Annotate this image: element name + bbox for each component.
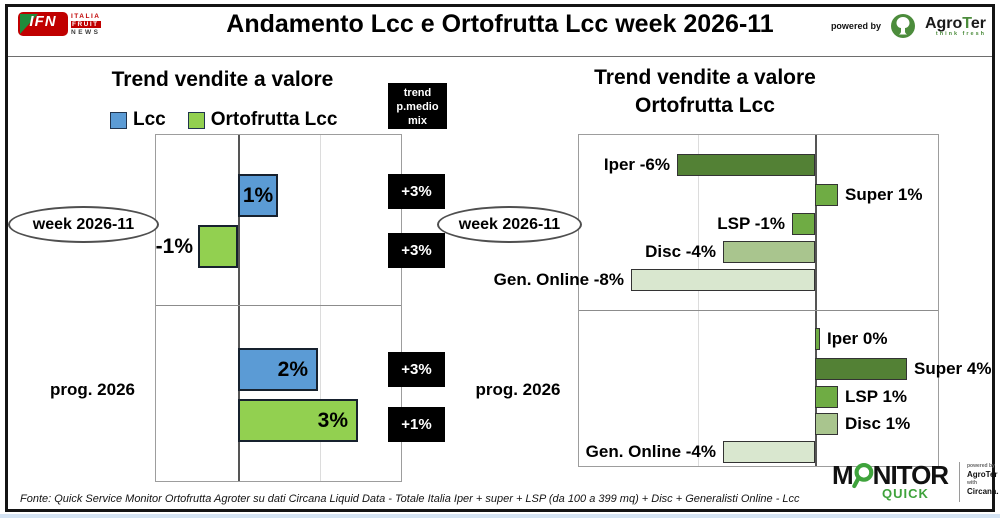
legend-item-lcc: Lcc — [110, 109, 166, 131]
ifn-triangle-icon — [20, 14, 38, 34]
monitor-logo-divider — [959, 462, 960, 502]
trend-box-line2: p.medio — [396, 101, 439, 113]
right-bar-label-super-1-: Super 1% — [845, 185, 923, 204]
trend-pmedio-mix-box: trend p.medio mix — [388, 83, 447, 129]
left-chart-zero-line — [238, 135, 240, 481]
agroter-name-t: T — [962, 14, 971, 32]
right-panel-title-line1: Trend vendite a valore — [594, 66, 816, 89]
monitor-circana: Circana. — [967, 487, 999, 496]
right-bar-label-disc-4-: Disc -4% — [645, 242, 716, 261]
agroter-wordmark: AgroTer — [924, 14, 986, 32]
page-title: Andamento Lcc e Ortofrutta Lcc week 2026… — [226, 10, 774, 38]
chart-legend: Lcc Ortofrutta Lcc — [110, 109, 337, 131]
right-chart-section-divider — [579, 310, 938, 311]
monitor-quick-logo: M NITOR QUICK powered by AgroTer with Ci… — [832, 460, 999, 504]
left-prog-label: prog. 2026 — [49, 380, 136, 399]
trend-box-line3: mix — [408, 115, 427, 127]
left-bar-value-label: -1% — [155, 235, 193, 258]
left-bar-lcc-0 — [238, 174, 278, 217]
right-bar-super-1- — [815, 184, 838, 206]
right-bar-gen-online-8- — [631, 269, 815, 291]
legend-label-ortofrutta-lcc: Ortofrutta Lcc — [210, 109, 338, 130]
right-chart-zero-line — [815, 135, 817, 466]
monitor-letters-nitor: NITOR — [872, 460, 949, 490]
monitor-powered-by: powered by — [967, 463, 995, 469]
left-bar-ortofrutta-lcc-0 — [198, 225, 238, 268]
agroter-tree-icon — [890, 14, 915, 38]
agroter-name-pre: Agro — [924, 14, 963, 32]
left-bar-value-label: 2% — [277, 358, 308, 381]
legend-item-ortofrutta-lcc: Ortofrutta Lcc — [187, 109, 338, 131]
source-note: Fonte: Quick Service Monitor Ortofrutta … — [20, 493, 800, 505]
agroter-name-post: er — [970, 14, 986, 32]
right-chart-plot: Iper -6% Super 1% LSP -1% Disc -4% Gen. Onli… — [494, 134, 991, 467]
left-bar-value-label: 1% — [242, 184, 274, 207]
header-divider — [8, 56, 992, 57]
legend-label-lcc: Lcc — [133, 109, 166, 130]
left-bar-ortofrutta-lcc-1 — [238, 399, 358, 442]
left-bar-lcc-1 — [238, 348, 318, 391]
trend-chip-week-lcc: +3% — [388, 174, 445, 209]
right-week-oval: week 2026-11 — [437, 206, 582, 243]
right-bar-label-lsp-1-: LSP 1% — [845, 387, 908, 406]
trend-box-line1: trend — [403, 87, 432, 99]
right-bar-label-iper-0-: Iper 0% — [827, 329, 888, 348]
ifn-logo-mark: IFN — [18, 12, 68, 36]
right-bar-super-4- — [815, 358, 907, 380]
monitor-agroter: AgroTer — [967, 470, 998, 479]
right-bar-label-super-4-: Super 4% — [914, 359, 992, 378]
right-bar-label-gen-online-4-: Gen. Online -4% — [585, 442, 716, 461]
legend-swatch-lcc — [110, 111, 127, 129]
right-panel-title-line2: Ortofrutta Lcc — [634, 94, 775, 117]
ifn-line-news: NEWS — [71, 28, 101, 36]
monitor-wordmark: M NITOR QUICK — [832, 460, 952, 504]
left-week-oval: week 2026-11 — [8, 206, 159, 243]
left-chart-plot: 1% -1% 2% 3% — [155, 134, 402, 482]
left-panel-title: Trend vendite a valore — [111, 68, 334, 91]
ifn-wordmark: ITALIA FRUIT NEWS — [71, 12, 101, 36]
right-panel-title: Trend vendite a valore Ortofrutta Lcc — [555, 64, 855, 120]
trend-chip-prog-ortofrutta: +1% — [388, 407, 445, 442]
left-chart-gridline — [320, 135, 321, 481]
agroter-logo: powered by AgroTer think fresh — [831, 13, 986, 39]
monitor-letter-m: M — [832, 460, 854, 490]
powered-by-label: powered by — [830, 21, 881, 31]
right-bar-iper-0- — [815, 328, 820, 350]
monitor-credits: powered by AgroTer with Circana. — [967, 460, 999, 496]
right-bar-disc-1- — [815, 413, 838, 435]
left-bar-value-label: 3% — [317, 409, 348, 432]
right-bar-lsp-1- — [815, 386, 838, 408]
ifn-acronym: IFN — [29, 13, 57, 30]
quick-label: QUICK — [882, 486, 929, 501]
right-prog-label: prog. 2026 — [475, 380, 561, 399]
trend-chip-week-ortofrutta: +3% — [388, 233, 445, 268]
magnifier-icon — [851, 462, 873, 488]
bottom-edge-strip — [0, 514, 1000, 518]
ifn-line-fruit: FRUIT — [71, 20, 101, 28]
right-bar-disc-4- — [723, 241, 815, 263]
right-bar-label-iper-6-: Iper -6% — [603, 155, 670, 174]
left-chart-section-divider — [156, 305, 401, 306]
right-bar-label-disc-1-: Disc 1% — [845, 414, 911, 433]
right-bar-iper-6- — [677, 154, 815, 176]
right-bar-lsp-1- — [792, 213, 815, 235]
agroter-tagline: think fresh — [935, 30, 986, 37]
trend-chip-prog-lcc: +3% — [388, 352, 445, 387]
ifn-line-italia: ITALIA — [71, 12, 101, 20]
right-chart-gridline — [698, 135, 699, 466]
right-bar-label-gen-online-8-: Gen. Online -8% — [493, 270, 624, 289]
right-bar-gen-online-4- — [723, 441, 815, 463]
right-bar-label-lsp-1-: LSP -1% — [717, 214, 785, 233]
ifn-logo: IFN ITALIA FRUIT NEWS — [18, 12, 101, 36]
monitor-with: with — [967, 480, 977, 486]
legend-swatch-ortofrutta-lcc — [187, 111, 205, 129]
